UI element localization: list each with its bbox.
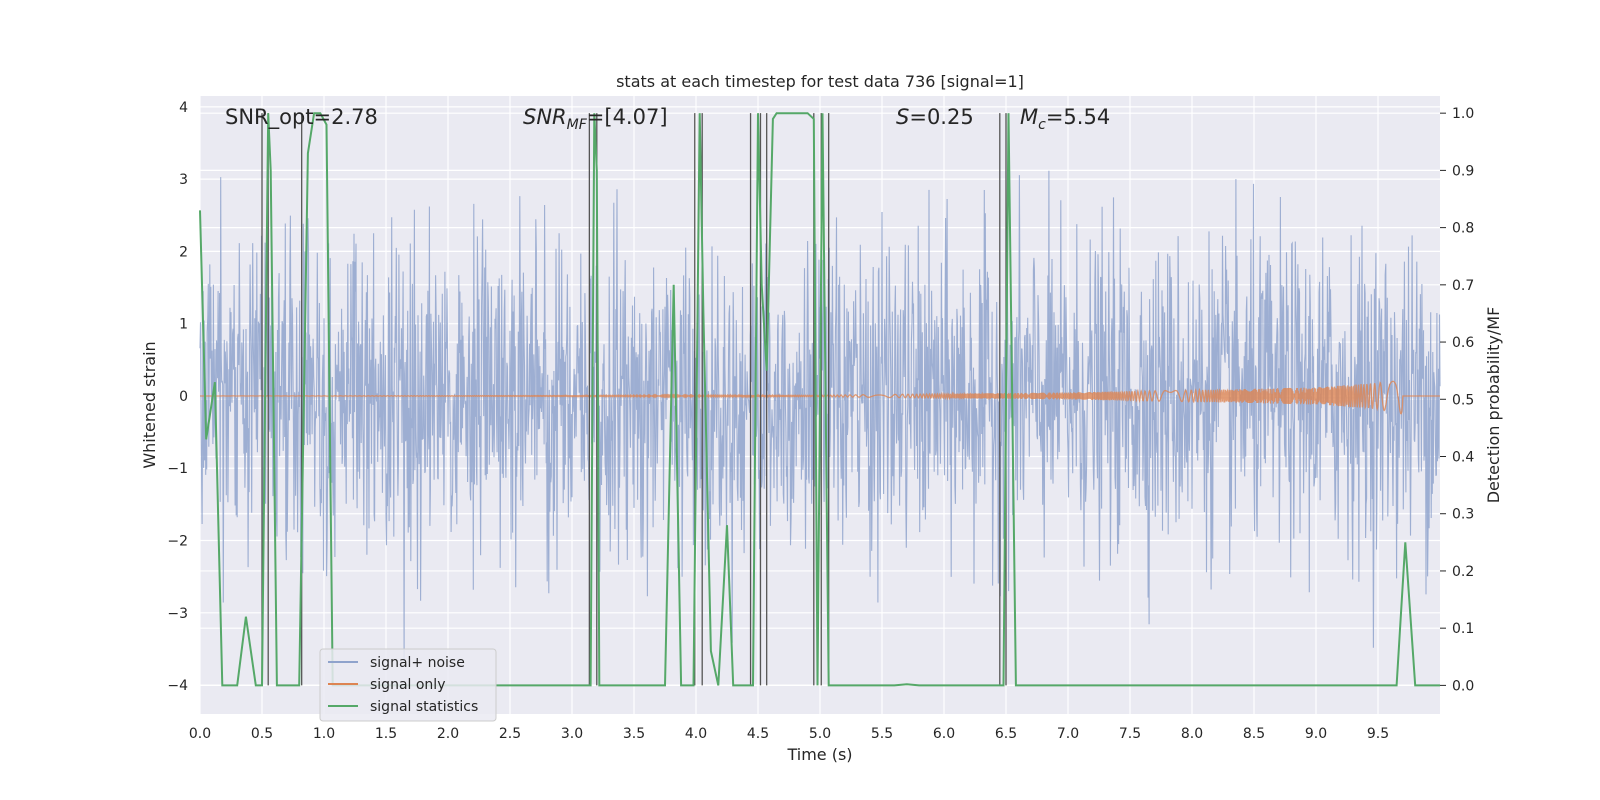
y-tick-label-left: 3 — [179, 172, 188, 188]
tick-layer: 0.0 0.5 1.0 1.5 2.0 2.5 3.0 3.5 4.0 4.5 5.0 5.5 6.0 6… — [167, 100, 1474, 742]
x-tick-label: 3.5 — [623, 726, 645, 742]
series-signal-statistics — [199, 112, 1440, 687]
y-tick-label-left: 2 — [179, 244, 188, 260]
y-tick-label-right: 0.1 — [1452, 621, 1474, 637]
mc-subscript: c — [1038, 117, 1046, 133]
s-symbol: S — [896, 105, 909, 129]
y-tick-label-right: 0.7 — [1452, 278, 1474, 294]
stats-layer — [199, 112, 1440, 687]
annotation-s: S=0.25 — [896, 105, 974, 129]
y-tick-label-right: 0.9 — [1452, 163, 1474, 179]
x-tick-label: 1.0 — [313, 726, 335, 742]
x-tick-label: 0.0 — [189, 726, 211, 742]
x-tick-label: 6.0 — [933, 726, 955, 742]
y-tick-label-left: 4 — [179, 100, 188, 116]
x-tick-label: 0.5 — [251, 726, 273, 742]
y-tick-label-right: 0.0 — [1452, 678, 1474, 694]
y-tick-label-right: 0.5 — [1452, 392, 1474, 408]
annotation-mc: Mc=5.54 — [1020, 105, 1110, 133]
x-tick-label: 5.5 — [871, 726, 893, 742]
x-tick-label: 6.5 — [995, 726, 1017, 742]
x-tick-label: 2.5 — [499, 726, 521, 742]
legend-label-stats: signal statistics — [370, 699, 478, 715]
snr-mf-value: =[4.07] — [587, 105, 668, 129]
y-tick-label-left: −3 — [167, 606, 188, 622]
x-tick-label: 4.5 — [747, 726, 769, 742]
annotation-snr-mf: SNRMF=[4.07] — [523, 105, 668, 133]
annotation-snr-opt: SNR_opt=2.78 — [225, 105, 378, 130]
y-tick-label-right: 0.2 — [1452, 564, 1474, 580]
legend-label-signal: signal only — [370, 677, 445, 693]
x-axis-label: Time (s) — [786, 745, 852, 764]
x-tick-label: 5.0 — [809, 726, 831, 742]
y-tick-label-right: 0.3 — [1452, 507, 1474, 523]
y-tick-label-left: −1 — [167, 461, 188, 477]
y-tick-label-right: 1.0 — [1452, 106, 1474, 122]
x-tick-label: 4.0 — [685, 726, 707, 742]
x-tick-label: 8.5 — [1243, 726, 1265, 742]
y-tick-label-right: 0.4 — [1452, 450, 1474, 466]
y-tick-label-right: 0.8 — [1452, 221, 1474, 237]
s-value: =0.25 — [909, 105, 973, 129]
x-tick-label: 9.5 — [1367, 726, 1389, 742]
chart-title: stats at each timestep for test data 736… — [616, 72, 1024, 91]
x-tick-label: 8.0 — [1181, 726, 1203, 742]
x-tick-label: 7.0 — [1057, 726, 1079, 742]
y-tick-label-left: −4 — [167, 678, 188, 694]
snr-mf-subscript: MF — [567, 117, 588, 133]
legend-box — [319, 648, 497, 722]
snr-mf-symbol: SNR — [523, 105, 567, 129]
mc-symbol: M — [1020, 105, 1038, 129]
legend-label-noise: signal+ noise — [370, 655, 465, 671]
y-tick-label-left: 1 — [179, 317, 188, 333]
x-tick-label: 9.0 — [1305, 726, 1327, 742]
legend: signal+ noise signal only signal statist… — [319, 648, 497, 722]
x-tick-label: 2.0 — [437, 726, 459, 742]
x-tick-label: 3.0 — [561, 726, 583, 742]
y-tick-label-left: −2 — [167, 534, 188, 550]
mc-value: =5.54 — [1046, 105, 1110, 129]
y-axis-label-left: Whitened strain — [140, 341, 159, 468]
x-tick-label: 7.5 — [1119, 726, 1141, 742]
x-tick-label: 1.5 — [375, 726, 397, 742]
y-axis-label-right: Detection probability/MF — [1484, 307, 1503, 504]
y-tick-label-left: 0 — [179, 389, 188, 405]
y-tick-label-right: 0.6 — [1452, 335, 1474, 351]
